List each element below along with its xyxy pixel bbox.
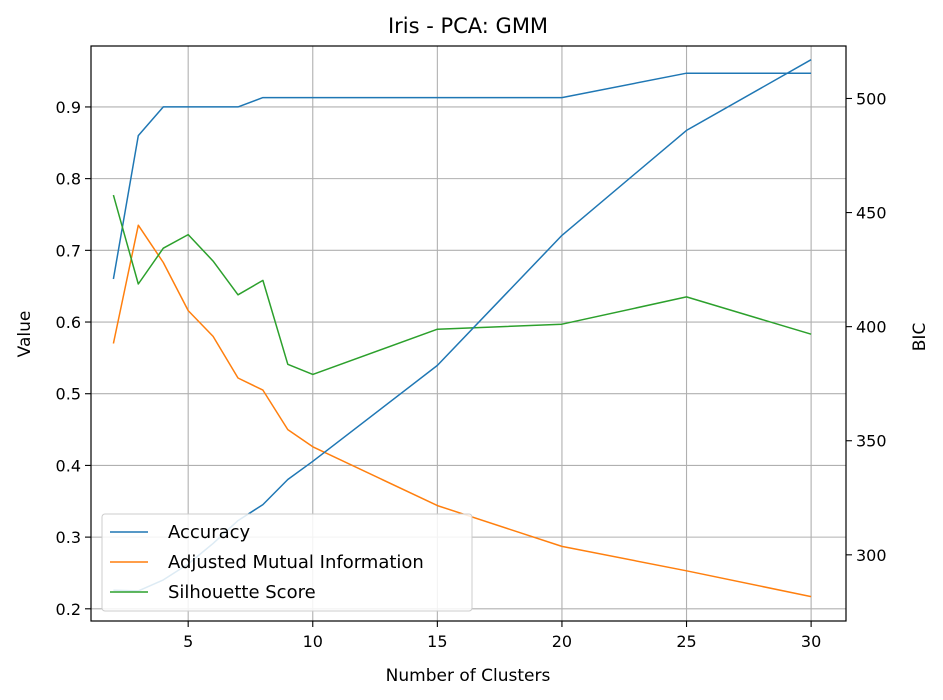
- x-tick-label: 25: [676, 632, 696, 651]
- series-line-adjusted-mutual-information: [112, 224, 812, 598]
- y-tick-label: 0.2: [56, 600, 81, 619]
- y2-tick-label: 450: [856, 204, 887, 223]
- y2-tick-label: 300: [856, 546, 887, 565]
- legend-box: [101, 513, 473, 612]
- y2-tick-label: 400: [856, 318, 887, 337]
- x-tick-label: 10: [303, 632, 323, 651]
- x-tick-label: 20: [552, 632, 572, 651]
- x-tick-label: 5: [183, 632, 193, 651]
- x-tick-label: 30: [801, 632, 821, 651]
- legend-label: Silhouette Score: [168, 582, 316, 603]
- y-axis-left: 0.2 0.3 0.4 0.5 0.6 0.7 0.8 0.9: [56, 98, 91, 619]
- y-tick-label: 0.6: [56, 313, 81, 332]
- y-axis-title: Value: [15, 311, 35, 358]
- series-line-silhouette-score: [112, 194, 812, 376]
- y-tick-label: 0.5: [56, 385, 81, 404]
- series-line-accuracy: [112, 72, 812, 280]
- x-axis-title: Number of Clusters: [386, 666, 551, 686]
- y-tick-label: 0.3: [56, 528, 81, 547]
- chart-title: Iris - PCA: GMM: [388, 14, 548, 38]
- y-tick-label: 0.8: [56, 170, 81, 189]
- y-tick-label: 0.4: [56, 456, 81, 475]
- plot-frame: [90, 45, 847, 622]
- y-tick-label: 0.9: [56, 98, 81, 117]
- y2-tick-label: 500: [856, 89, 887, 108]
- x-tick-label: 15: [427, 632, 447, 651]
- legend-label: Adjusted Mutual Information: [168, 552, 424, 573]
- y-axis-right: 300 350 400 450 500: [846, 89, 887, 565]
- y-tick-label: 0.7: [56, 241, 81, 260]
- legend-label: Accuracy: [168, 522, 251, 543]
- y2-tick-label: 350: [856, 432, 887, 451]
- y2-axis-title: BIC: [910, 323, 930, 352]
- x-axis: 5 10 15 20 25 30: [183, 621, 821, 651]
- legend: Accuracy Adjusted Mutual Information Silho…: [101, 513, 473, 612]
